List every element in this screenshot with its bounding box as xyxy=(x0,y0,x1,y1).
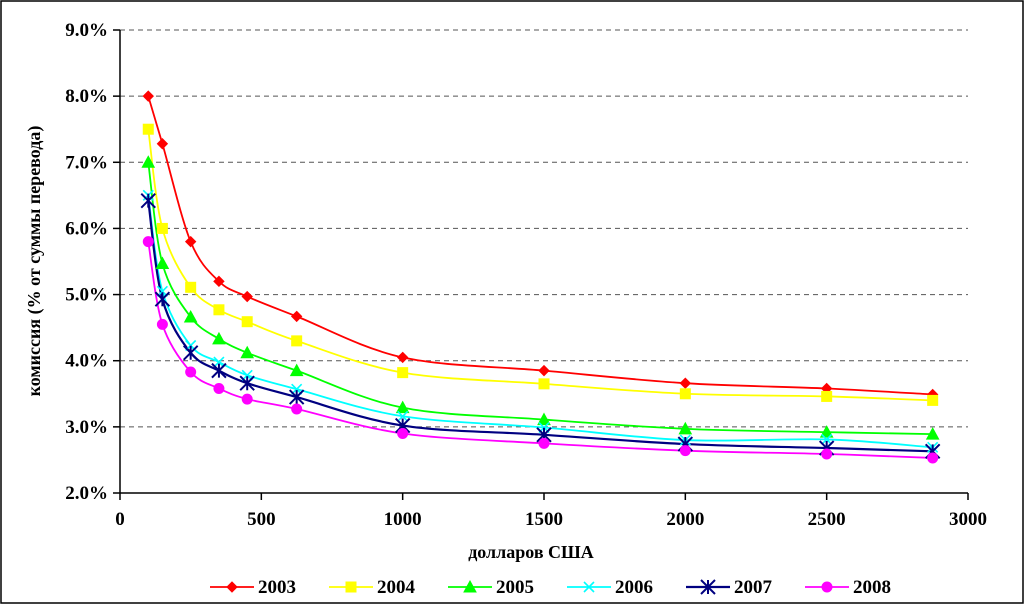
legend-label-2003: 2003 xyxy=(258,577,296,598)
x-tick-label: 3000 xyxy=(949,509,987,530)
data-point-2006 xyxy=(213,356,225,368)
data-point-2008 xyxy=(821,448,833,460)
x-tick-label: 1000 xyxy=(384,509,422,530)
data-point-2005 xyxy=(925,427,940,440)
x-tick-label: 1500 xyxy=(525,509,563,530)
legend-label-2008: 2008 xyxy=(853,577,891,598)
data-point-2007 xyxy=(182,345,199,361)
y-tick-label: 9.0% xyxy=(65,20,108,41)
data-point-2005 xyxy=(395,400,410,414)
data-point-2004 xyxy=(142,123,154,135)
y-tick-label: 7.0% xyxy=(65,152,108,173)
data-point-2007 xyxy=(239,375,255,391)
data-point-2005 xyxy=(212,331,226,345)
data-point-2003 xyxy=(679,377,692,389)
data-point-2004 xyxy=(679,388,691,400)
data-point-2005 xyxy=(537,412,551,426)
legend-label-2007: 2007 xyxy=(734,577,773,598)
data-point-2004 xyxy=(156,222,168,234)
data-point-2003 xyxy=(184,235,197,248)
legend: 2003 2004 2005 2006 2007 2008 xyxy=(210,577,891,598)
series-line-2006 xyxy=(147,195,933,449)
series-line-2003 xyxy=(147,95,933,396)
data-point-2008 xyxy=(156,318,168,330)
data-point-2003 xyxy=(538,364,550,377)
data-point-2008 xyxy=(241,393,253,405)
data-point-2004 xyxy=(185,281,197,293)
data-point-2008 xyxy=(291,403,303,415)
data-point-2008 xyxy=(142,236,154,248)
x-tick-label: 2000 xyxy=(666,509,704,530)
data-point-2005 xyxy=(289,363,304,377)
data-point-2005 xyxy=(141,155,156,168)
y-tick-label: 4.0% xyxy=(65,351,108,372)
data-point-2005 xyxy=(155,256,170,269)
x-tick-label: 500 xyxy=(247,509,276,530)
data-point-2008 xyxy=(397,427,409,439)
data-point-2006 xyxy=(821,433,833,445)
legend-marker-2003 xyxy=(226,581,238,593)
data-point-2005 xyxy=(183,310,198,323)
y-tick-label: 5.0% xyxy=(65,285,108,306)
data-point-2004 xyxy=(291,335,303,347)
legend-marker-2006 xyxy=(583,581,595,593)
data-point-2004 xyxy=(538,378,550,390)
series-line-2004 xyxy=(147,129,933,402)
data-point-2003 xyxy=(142,90,154,102)
data-point-2007 xyxy=(211,362,227,379)
data-point-2006 xyxy=(397,410,409,422)
data-point-2005 xyxy=(678,421,693,435)
y-tick-label: 3.0% xyxy=(65,417,108,438)
data-point-2005 xyxy=(819,425,834,438)
y-tick-label: 2.0% xyxy=(65,483,108,504)
legend-marker-2008 xyxy=(821,581,833,593)
series-line-2005 xyxy=(147,162,933,436)
data-point-2003 xyxy=(213,275,225,288)
axes: 2.0% 3.0% 4.0% 5.0% 6.0% 7.0% 8.0% 9.0% 0 500 1000… xyxy=(65,20,987,530)
series-lines xyxy=(147,95,933,459)
data-point-2003 xyxy=(396,351,409,364)
data-point-2004 xyxy=(241,316,253,328)
data-point-2008 xyxy=(213,382,225,394)
data-point-2003 xyxy=(290,310,303,323)
series-line-2007 xyxy=(147,200,933,453)
data-point-2007 xyxy=(140,192,156,209)
legend-marker-2005 xyxy=(463,579,477,593)
x-axis-label: долларов США xyxy=(468,542,594,562)
data-point-2005 xyxy=(240,345,255,359)
series-markers xyxy=(140,90,941,464)
legend-label-2006: 2006 xyxy=(615,577,653,598)
legend-label-2005: 2005 xyxy=(496,577,534,598)
data-point-2004 xyxy=(397,367,409,379)
data-point-2004 xyxy=(927,394,939,406)
y-tick-label: 6.0% xyxy=(65,218,108,239)
series-line-2008 xyxy=(147,241,933,459)
gridlines xyxy=(120,29,968,428)
y-axis-label: комиссия (% от суммы перевода) xyxy=(24,126,45,397)
legend-marker-2007 xyxy=(700,579,716,595)
x-tick-label: 2500 xyxy=(808,509,846,530)
data-point-2003 xyxy=(156,138,169,150)
data-point-2007 xyxy=(288,389,305,405)
data-point-2007 xyxy=(154,291,171,307)
data-point-2008 xyxy=(538,437,550,449)
data-point-2004 xyxy=(213,304,225,316)
data-point-2008 xyxy=(185,366,197,378)
data-point-2008 xyxy=(927,452,939,464)
legend-label-2004: 2004 xyxy=(377,577,416,598)
legend-marker-2004 xyxy=(345,581,357,593)
data-point-2008 xyxy=(679,445,691,457)
y-tick-label: 8.0% xyxy=(65,86,108,107)
data-point-2003 xyxy=(241,290,253,303)
data-point-2004 xyxy=(821,390,833,402)
x-tick-label: 0 xyxy=(115,509,125,530)
